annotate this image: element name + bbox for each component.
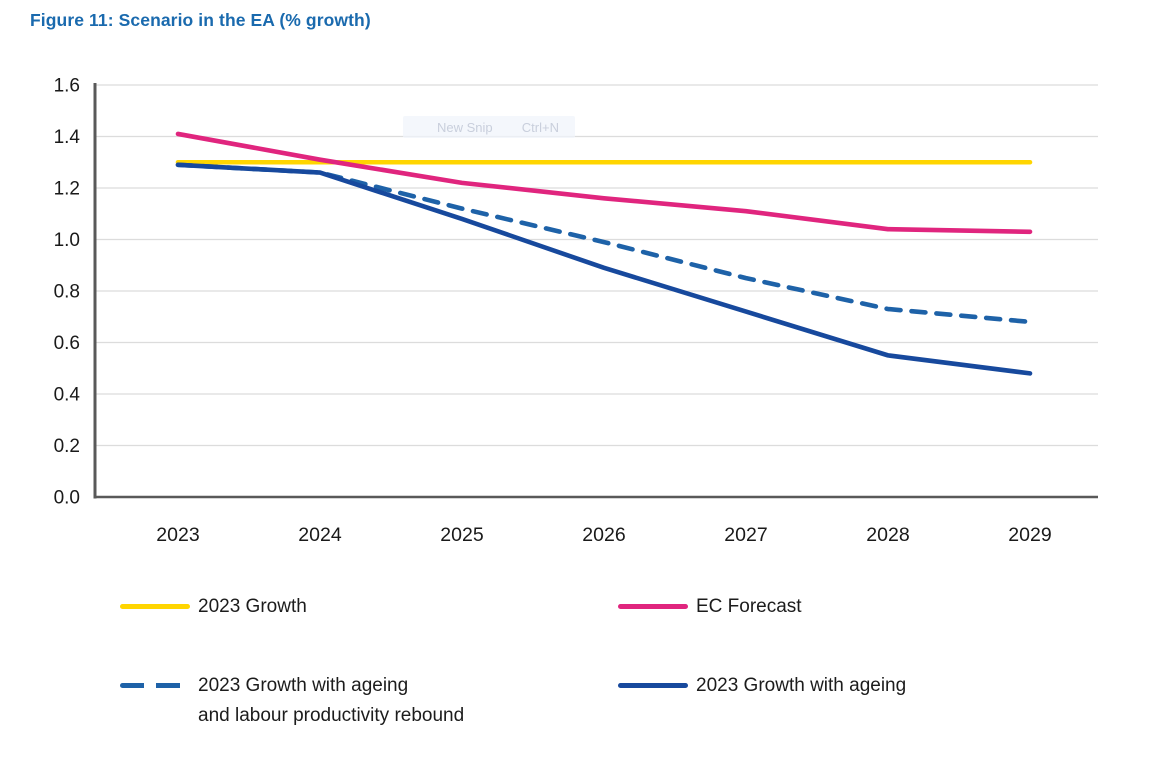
x-axis-tick-label: 2024 (298, 524, 342, 546)
x-axis-tick-label: 2023 (156, 524, 199, 546)
new-snip-label: New Snip (437, 119, 493, 135)
y-axis-tick-label: 0.8 (54, 282, 80, 303)
legend-swatch-blue-solid (618, 683, 688, 688)
x-axis-tick-label: 2028 (866, 524, 909, 546)
series-line-1 (175, 131, 1033, 235)
legend-label: 2023 Growth with ageing and labour produ… (198, 675, 465, 726)
legend-swatch-pink-solid (618, 604, 688, 609)
legend-swatch-blue-dashed (120, 683, 190, 688)
y-axis-tick-label: 0.6 (54, 333, 80, 354)
y-axis-tick-label: 0.2 (54, 436, 80, 457)
legend-item-2023-growth: 2023 Growth (120, 592, 618, 622)
y-axis-tick-label: 0.4 (54, 385, 81, 406)
legend-swatch-yellow-solid (120, 604, 190, 609)
x-axis-tick-label: 2026 (582, 524, 625, 546)
line-chart: 1.6 1.4 1.2 1.0 0.8 0.6 0.4 0.2 0.0 2023 2024 2025 2… (54, 76, 1098, 546)
legend-label: 2023 Growth (198, 596, 307, 617)
y-axis-tick-label: 0.0 (54, 488, 80, 509)
y-axis-tick-label: 1.2 (54, 179, 80, 200)
x-axis-tick-label: 2027 (724, 524, 767, 546)
legend-item-ageing: 2023 Growth with ageing (618, 671, 906, 731)
x-axis-tick-label: 2025 (440, 524, 484, 546)
series-line-2 (175, 162, 1033, 325)
x-axis-tick-label: 2029 (1008, 524, 1051, 546)
legend-item-ageing-productivity-rebound: 2023 Growth with ageing and labour produ… (120, 671, 618, 731)
y-axis-tick-label: 1.0 (54, 230, 80, 251)
y-axis-tick-label: 1.6 (54, 76, 80, 97)
series-line-3 (175, 162, 1033, 376)
legend-label: EC Forecast (696, 596, 802, 617)
new-snip-shortcut: Ctrl+N (521, 119, 559, 135)
figure-title: Figure 11: Scenario in the EA (% growth) (30, 10, 371, 30)
y-axis-tick-label: 1.4 (54, 127, 81, 148)
new-snip-menu-item-ghost[interactable]: New Snip Ctrl+N (403, 116, 575, 138)
legend-label: 2023 Growth with ageing (696, 675, 907, 696)
legend-item-ec-forecast: EC Forecast (618, 592, 906, 622)
chart-legend: 2023 Growth EC Forecast 2023 Growth with… (120, 592, 906, 731)
